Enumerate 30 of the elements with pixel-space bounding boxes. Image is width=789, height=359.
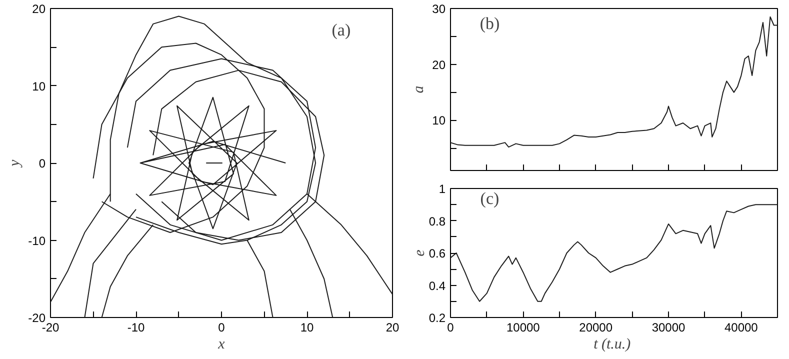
- y-tick-label: 20: [432, 58, 446, 72]
- y-tick-label: 0.8: [428, 214, 446, 228]
- y-tick-label: 30: [432, 2, 446, 16]
- y-tick-label: 10: [432, 114, 446, 128]
- x-tick-label: 40000: [724, 320, 758, 334]
- x-tick-label: 0: [447, 320, 454, 334]
- y-tick-label: 0.6: [428, 246, 446, 260]
- y-tick-label: 20: [32, 2, 46, 16]
- y-tick-label: 1: [438, 182, 446, 196]
- y-tick-label: -10: [28, 234, 46, 248]
- x-tick-label: 10: [300, 320, 314, 334]
- y-tick-label: 0.2: [428, 311, 446, 325]
- annotation: (a): [332, 20, 351, 40]
- annotation: (b): [480, 14, 500, 33]
- y-tick-label: 0: [38, 156, 46, 170]
- y-tick-label: 10: [32, 79, 46, 94]
- annotation: (c): [480, 188, 500, 208]
- y-tick-label: -20: [28, 311, 46, 325]
- x-tick-label: 0: [218, 320, 226, 334]
- x-tick-label: 30000: [652, 320, 686, 334]
- y-axis-title: e: [412, 249, 428, 256]
- x-tick-label: -10: [127, 320, 145, 334]
- x-tick-label: 20: [386, 320, 400, 334]
- y-axis-title: y: [7, 159, 24, 168]
- y-tick-label: 0.4: [428, 278, 446, 293]
- y-axis-title: a: [411, 86, 428, 94]
- x-tick-label: 10000: [506, 320, 540, 334]
- x-tick-label: 20000: [579, 320, 613, 334]
- x-axis-title: x: [217, 336, 226, 352]
- x-axis-title: t (t.u.): [594, 336, 631, 352]
